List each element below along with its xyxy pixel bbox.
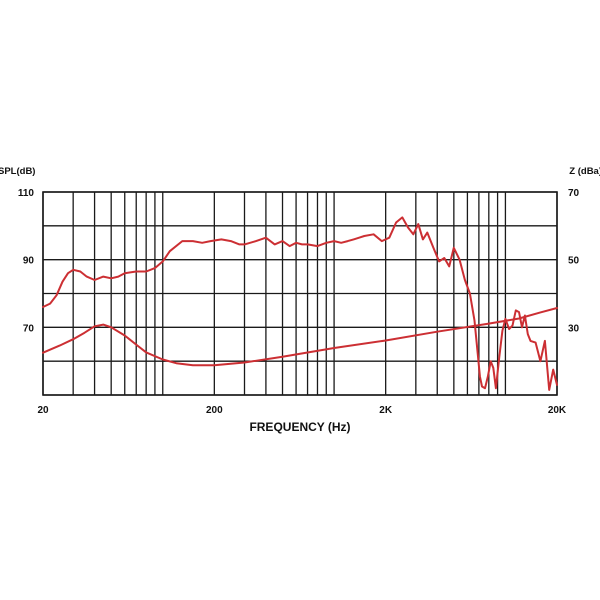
y-left-tick-label: 90 bbox=[23, 256, 35, 267]
y-left-tick-label: 70 bbox=[23, 323, 35, 334]
x-tick-label: 2K bbox=[379, 405, 393, 416]
plot-frame bbox=[42, 191, 558, 396]
y-right-tick-label: 70 bbox=[568, 188, 580, 199]
y-left-tick-label: 110 bbox=[18, 188, 35, 199]
x-axis-label: FREQUENCY (Hz) bbox=[249, 420, 350, 434]
left-axis-label: SPL(dB) bbox=[0, 166, 35, 177]
y-right-tick-label: 50 bbox=[568, 256, 580, 267]
right-axis-label: Z (dBa) bbox=[569, 166, 600, 177]
tick-labels: 20 200 2K 20K 110 90 70 70 50 30 bbox=[18, 188, 580, 416]
x-tick-label: 20 bbox=[37, 405, 49, 416]
data-curves bbox=[42, 216, 558, 391]
x-tick-label: 20K bbox=[548, 405, 567, 416]
impedance-curve bbox=[42, 307, 558, 367]
x-tick-label: 200 bbox=[206, 405, 223, 416]
y-right-tick-label: 30 bbox=[568, 323, 580, 334]
grid bbox=[42, 191, 558, 396]
